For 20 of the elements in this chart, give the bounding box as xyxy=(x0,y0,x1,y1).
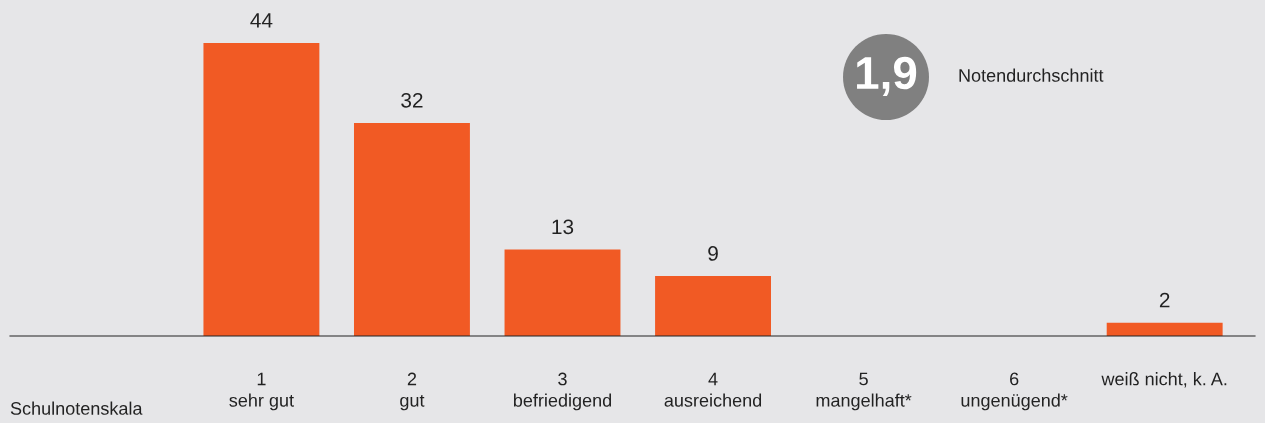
data-label: 13 xyxy=(552,219,574,235)
annotation: Notendurchschnitt xyxy=(959,68,1104,82)
data-label: 44 xyxy=(250,13,273,28)
x-tick-label: 5 mangelhaft* xyxy=(816,372,912,411)
bar xyxy=(504,249,621,336)
x-tick-label: 3 befriedigend xyxy=(513,372,612,411)
bar xyxy=(1106,322,1223,336)
x-tick-label: 2 gut xyxy=(400,372,425,411)
x-tick-label: 6 ungenügend* xyxy=(961,372,1068,411)
bar xyxy=(353,122,470,336)
x-tick-label: 4 ausreichend xyxy=(664,372,762,407)
bar xyxy=(203,43,320,336)
x-tick-label: 1 sehr gut xyxy=(229,372,294,411)
bar xyxy=(655,276,771,336)
text: Schulnotenskala xyxy=(10,401,143,415)
data-label: 32 xyxy=(401,92,423,108)
annotation: 1,9 xyxy=(857,56,917,96)
data-label: 9 xyxy=(708,246,718,261)
x-tick-label: weiß nicht, k. A. xyxy=(1101,372,1227,388)
data-label: 2 xyxy=(1159,292,1170,308)
